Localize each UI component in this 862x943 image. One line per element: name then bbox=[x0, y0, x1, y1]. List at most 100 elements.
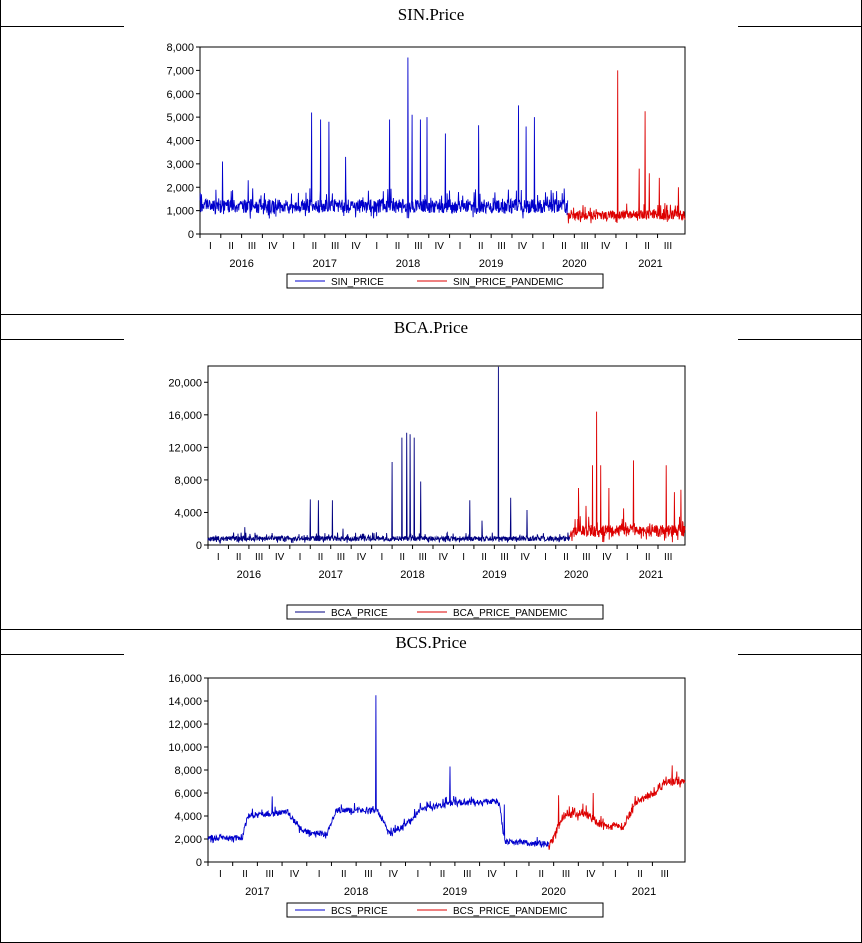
quarter-label: II bbox=[539, 869, 545, 880]
y-tick-label: 6,000 bbox=[174, 788, 202, 800]
quarter-label: IV bbox=[434, 241, 444, 252]
quarter-label: I bbox=[614, 869, 617, 880]
quarter-label: IV bbox=[268, 241, 278, 252]
divider bbox=[738, 654, 861, 655]
quarter-label: IV bbox=[520, 552, 530, 563]
year-label: 2018 bbox=[400, 569, 424, 581]
y-tick-label: 7,000 bbox=[166, 65, 194, 77]
y-tick-label: 8,000 bbox=[174, 765, 202, 777]
year-label: 2020 bbox=[564, 569, 588, 581]
quarter-label: III bbox=[661, 869, 669, 880]
y-tick-label: 1,000 bbox=[166, 206, 194, 218]
series-line bbox=[548, 765, 686, 850]
chart-title: BCA.Price bbox=[393, 318, 469, 337]
quarter-label: III bbox=[255, 552, 263, 563]
quarter-label: I bbox=[318, 869, 321, 880]
y-tick-label: 8,000 bbox=[166, 42, 194, 54]
quarter-label: I bbox=[625, 241, 628, 252]
quarter-label: III bbox=[419, 552, 427, 563]
plot-area bbox=[207, 365, 686, 546]
quarter-label: I bbox=[626, 552, 629, 563]
quarter-label: I bbox=[416, 869, 419, 880]
series-line bbox=[569, 411, 686, 543]
quarter-label: II bbox=[637, 869, 643, 880]
year-label: 2021 bbox=[638, 258, 662, 270]
year-label: 2016 bbox=[229, 258, 253, 270]
quarter-label: II bbox=[478, 241, 484, 252]
panel-bcs: BCS.Price 0 2,000 4,000 6,000 8,000 10,000 12,… bbox=[0, 630, 862, 942]
divider bbox=[1, 26, 124, 27]
panel-sin: SIN.Price 0 1,000 2,000 3,000 4,000 5,000 6,00… bbox=[0, 0, 862, 314]
quarter-label: II bbox=[481, 552, 487, 563]
y-tick-label: 16,000 bbox=[168, 673, 202, 685]
quarter-label: II bbox=[400, 552, 406, 563]
quarter-label: III bbox=[500, 552, 508, 563]
legend-label: SIN_PRICE bbox=[331, 277, 384, 288]
y-tick-label: 6,000 bbox=[166, 89, 194, 101]
quarter-label: IV bbox=[586, 869, 596, 880]
y-tick-label: 4,000 bbox=[174, 811, 202, 823]
year-label: 2017 bbox=[313, 258, 337, 270]
y-tick-label: 0 bbox=[196, 857, 202, 869]
quarter-label: I bbox=[380, 552, 383, 563]
bcs-price-chart: 0 2,000 4,000 6,000 8,000 10,000 12,000 14,000 1… bbox=[168, 673, 686, 918]
quarter-label: I bbox=[209, 241, 212, 252]
year-label: 2020 bbox=[541, 886, 565, 898]
year-label: 2019 bbox=[443, 886, 467, 898]
sin-price-chart: 0 1,000 2,000 3,000 4,000 5,000 6,000 7,000 8,00… bbox=[166, 42, 686, 289]
quarter-label: II bbox=[236, 552, 242, 563]
quarter-label: I bbox=[219, 869, 222, 880]
year-label: 2019 bbox=[482, 569, 506, 581]
quarter-label: III bbox=[581, 241, 589, 252]
legend-label: BCA_PRICE bbox=[331, 608, 388, 619]
quarter-label: II bbox=[644, 241, 650, 252]
year-label: 2017 bbox=[245, 886, 269, 898]
chart-title: SIN.Price bbox=[397, 5, 465, 24]
quarter-label: I bbox=[299, 552, 302, 563]
quarter-label: III bbox=[414, 241, 422, 252]
quarter-label: II bbox=[563, 552, 569, 563]
legend-label: BCA_PRICE_PANDEMIC bbox=[453, 608, 567, 619]
panel-border bbox=[0, 629, 862, 630]
y-tick-label: 5,000 bbox=[166, 112, 194, 124]
quarter-label: II bbox=[228, 241, 234, 252]
legend-label: SIN_PRICE_PANDEMIC bbox=[453, 277, 563, 288]
year-label: 2016 bbox=[237, 569, 261, 581]
quarter-label: III bbox=[582, 552, 590, 563]
quarter-label: II bbox=[312, 241, 318, 252]
panel-bca: BCA.Price 0 4,000 8,000 12,000 16,000 20,000 I… bbox=[0, 315, 862, 629]
quarter-label: III bbox=[248, 241, 256, 252]
quarter-label: I bbox=[542, 241, 545, 252]
quarter-label: IV bbox=[357, 552, 367, 563]
y-tick-label: 2,000 bbox=[166, 182, 194, 194]
year-label: 2018 bbox=[344, 886, 368, 898]
quarter-label: I bbox=[462, 552, 465, 563]
legend-label: BCS_PRICE bbox=[331, 906, 388, 917]
divider bbox=[1, 339, 124, 340]
quarter-label: III bbox=[337, 552, 345, 563]
quarter-label: I bbox=[459, 241, 462, 252]
quarter-label: III bbox=[497, 241, 505, 252]
y-tick-label: 20,000 bbox=[168, 377, 202, 389]
divider bbox=[1, 654, 124, 655]
series-line bbox=[199, 57, 569, 219]
y-tick-label: 3,000 bbox=[166, 159, 194, 171]
quarter-label: IV bbox=[290, 869, 300, 880]
quarter-label: III bbox=[664, 552, 672, 563]
chart-title: BCS.Price bbox=[395, 633, 467, 652]
quarter-label: II bbox=[440, 869, 446, 880]
quarter-label: III bbox=[664, 241, 672, 252]
plot-area bbox=[207, 677, 686, 863]
y-tick-label: 12,000 bbox=[168, 719, 202, 731]
quarter-label: II bbox=[561, 241, 567, 252]
series-line bbox=[207, 366, 571, 544]
year-label: 2021 bbox=[639, 569, 663, 581]
quarter-label: II bbox=[645, 552, 651, 563]
quarter-label: III bbox=[266, 869, 274, 880]
quarter-label: II bbox=[242, 869, 248, 880]
quarter-label: I bbox=[544, 552, 547, 563]
quarter-label: I bbox=[292, 241, 295, 252]
y-tick-label: 4,000 bbox=[174, 507, 202, 519]
quarter-label: IV bbox=[602, 552, 612, 563]
series-line bbox=[207, 695, 550, 848]
